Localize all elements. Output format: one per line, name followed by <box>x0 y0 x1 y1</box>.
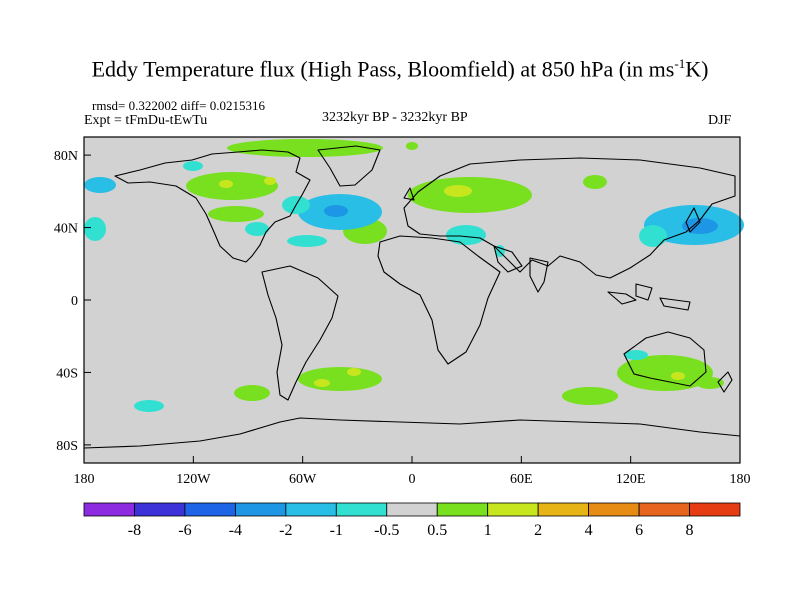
colorbar-label: 6 <box>635 522 643 539</box>
map-background <box>84 137 740 463</box>
axis-layer: 180 120W 60W 0 60E 120E 180 80N 40N 0 40S 80S <box>54 149 751 487</box>
colorbar-swatch <box>285 502 337 517</box>
colorbar-label: -1 <box>330 522 343 539</box>
colorbar-swatch <box>689 502 741 517</box>
colorbar-label: -4 <box>229 522 242 539</box>
y-tick-label: 40N <box>54 222 78 237</box>
x-tick-label: 120E <box>616 472 646 487</box>
colorbar-swatch <box>487 502 539 517</box>
colorbar-swatch <box>638 502 690 517</box>
coastlines <box>83 145 741 449</box>
colorbar-swatch <box>588 502 640 517</box>
colorbar-swatch <box>184 502 236 517</box>
colorbar-label: 4 <box>585 522 593 539</box>
stats-text: rmsd= 0.322002 diff= 0.0215316 <box>92 98 265 113</box>
colorbar: -8 -6 -4 -2 -1 -0.5 0.5 1 2 4 6 8 <box>83 502 741 539</box>
y-tick-label: 80S <box>56 439 78 454</box>
x-tick-label: 120W <box>176 472 211 487</box>
colorbar-label: -8 <box>128 522 141 539</box>
y-tick-label: 0 <box>71 294 78 309</box>
colorbar-swatch <box>386 502 438 517</box>
season-label: DJF <box>708 113 732 128</box>
colorbar-swatch <box>436 502 489 517</box>
y-tick-label: 80N <box>54 149 78 164</box>
x-tick-label: 180 <box>730 472 751 487</box>
colorbar-swatch <box>234 502 287 517</box>
colorbar-label: 0.5 <box>427 522 447 539</box>
y-tick-label: 40S <box>56 366 78 381</box>
colorbar-swatch <box>134 502 186 517</box>
experiment-label: Expt = tFmDu-tEwTu <box>84 113 208 128</box>
period-label: 3232kyr BP - 3232kyr BP <box>322 110 468 125</box>
x-tick-label: 60W <box>289 472 317 487</box>
colorbar-swatch <box>83 502 135 517</box>
x-tick-label: 0 <box>409 472 416 487</box>
colorbar-label: -0.5 <box>374 522 399 539</box>
x-tick-label: 180 <box>74 472 95 487</box>
colorbar-swatch <box>335 502 388 517</box>
colorbar-label: -2 <box>279 522 292 539</box>
colorbar-swatch <box>537 502 590 517</box>
positive-anomalies <box>186 139 724 405</box>
colorbar-label: 8 <box>686 522 694 539</box>
x-tick-label: 60E <box>510 472 533 487</box>
colorbar-label: 1 <box>484 522 492 539</box>
colorbar-label: -6 <box>178 522 191 539</box>
colorbar-label: 2 <box>534 522 542 539</box>
plot-title: Eddy Temperature flux (High Pass, Bloomf… <box>91 56 709 82</box>
